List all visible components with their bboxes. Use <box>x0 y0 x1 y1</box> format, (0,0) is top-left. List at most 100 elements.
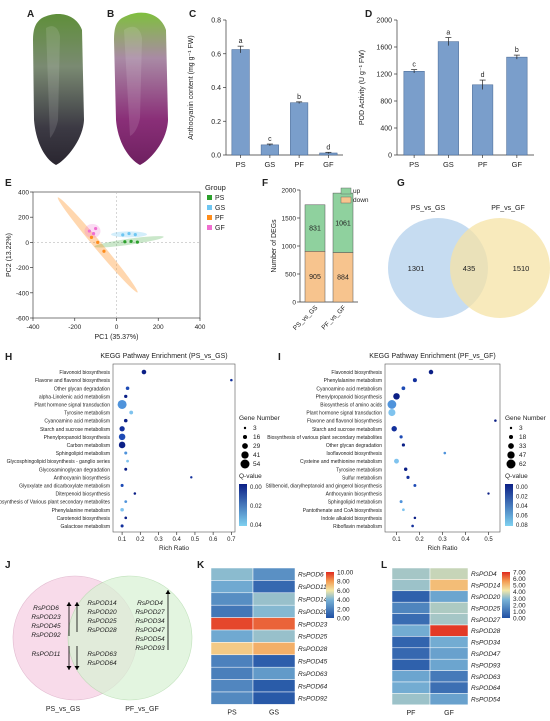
x-tick-label: 0 <box>115 324 119 331</box>
size-legend-dot <box>242 434 248 440</box>
pathway-bubble <box>443 451 447 455</box>
pathway-bubble <box>403 467 408 471</box>
pathway-label: Glycosaminoglycan degradation <box>39 467 110 473</box>
size-legend-title: Gene Number <box>239 415 281 422</box>
row-label: RsPOD6 <box>298 572 324 579</box>
row-label: RsPOD23 <box>298 621 328 628</box>
heatmap-cell <box>391 693 431 706</box>
heatmap-cell <box>391 567 431 580</box>
pathway-label: Biosynthesis of amino acids <box>320 402 382 408</box>
kegg-pf-vs-gf: KEGG Pathway Enrichment (PF_vs_GF) 0.1 0.2… <box>266 353 547 552</box>
bar <box>506 56 528 156</box>
color-scale-label: 8.00 <box>337 579 350 586</box>
plot-frame <box>32 191 201 319</box>
point-pf <box>102 249 106 253</box>
legend-swatch <box>340 196 352 204</box>
legend-label: PF <box>215 215 224 222</box>
legend-label: down <box>353 197 369 204</box>
legend-swatch <box>207 225 212 230</box>
row-label: RsPOD64 <box>471 685 501 692</box>
pathway-bubble <box>124 451 128 455</box>
color-scale-label: 0.02 <box>516 495 528 501</box>
pathway-bubble <box>406 475 410 479</box>
color-scale-label: 0.08 <box>516 523 528 529</box>
pathway-label: Plant hormone signal transduction <box>306 411 382 417</box>
color-scale-bar <box>239 484 247 526</box>
y-tick-label: 2000 <box>376 18 392 25</box>
heatmap-cell <box>429 579 469 592</box>
panel-label-b: B <box>107 9 114 20</box>
venn-circle-pf-vs-gf <box>450 218 550 318</box>
bar-value-label: 1061 <box>335 220 351 227</box>
heatmap-cell <box>391 670 431 683</box>
pathway-label: Glyoxylate and dicarboxylate metabolism <box>19 483 110 489</box>
x-tick-label: -200 <box>68 324 81 331</box>
pathway-label: Sulfur metabolism <box>342 475 382 481</box>
point-gs <box>133 232 137 237</box>
scale-bar-b <box>173 120 175 158</box>
pathway-bubble <box>388 409 396 417</box>
up-arrow-head <box>165 590 171 594</box>
y-tick-label: 0.2 <box>211 119 221 126</box>
pathway-bubble <box>126 459 129 463</box>
x-tick-label: 0.3 <box>154 537 163 543</box>
pathway-bubble <box>393 393 400 400</box>
y-tick-label: 500 <box>285 272 296 279</box>
row-label: RsPOD11 <box>298 584 327 591</box>
pathway-label: Galactose metabolism <box>61 524 110 530</box>
color-scale-label: 4.00 <box>337 597 350 604</box>
pathway-label: Flavonoid biosynthesis <box>59 370 110 376</box>
pathway-bubble <box>133 492 137 495</box>
venn-pod-genes: RsPOD6 RsPOD23 RsPOD45 RsPOD92 RsPOD11 RsPOD1… <box>12 575 193 713</box>
row-label: RsPOD20 <box>471 594 501 601</box>
row-label: RsPOD63 <box>298 671 328 678</box>
heatmap-cell <box>391 658 431 671</box>
column-label: PF <box>407 710 416 717</box>
pathway-label: Flavone and flavonol biosynthesis <box>307 419 383 425</box>
color-scale-bar <box>502 572 510 618</box>
size-legend-label: 3 <box>519 425 523 432</box>
pathway-bubble <box>125 386 130 391</box>
pathway-bubble <box>120 483 124 487</box>
x-tick-label: 0.5 <box>484 537 493 543</box>
gene-label: RsPOD4 <box>137 600 163 607</box>
pathway-bubble <box>401 443 405 447</box>
row-label: RsPOD34 <box>471 640 501 647</box>
legend-swatch <box>207 205 212 210</box>
pathway-label: Stilbenoid, diarylheptanoid and gingerol… <box>266 483 383 489</box>
point-gf <box>91 231 96 236</box>
x-tick-label: 0.7 <box>227 537 236 543</box>
heatmap-cell <box>252 679 296 693</box>
venn-count: 435 <box>463 264 476 273</box>
pathway-bubble <box>120 507 124 512</box>
plot-frame <box>112 363 236 533</box>
bar-value-label: 905 <box>309 274 321 281</box>
y-tick-label: 400 <box>380 126 392 133</box>
x-tick-label: 0.2 <box>415 537 424 543</box>
bar <box>231 49 250 156</box>
x-tick-label: 0.3 <box>438 537 447 543</box>
color-scale-label: 0.00 <box>337 616 350 623</box>
gene-label: RsPOD20 <box>87 609 117 616</box>
heatmap-cell <box>210 567 254 581</box>
heatmap-cell <box>252 580 296 594</box>
color-scale-label: 5.00 <box>513 583 526 590</box>
size-legend-title: Gene Number <box>505 415 547 422</box>
heatmap-cell <box>252 604 296 618</box>
up-arrow-head <box>74 602 80 606</box>
heatmap-cell <box>429 613 469 626</box>
panel-label-f: F <box>262 178 268 189</box>
point-pf <box>89 235 94 239</box>
pathway-label: Anthocyanin biosynthesis <box>326 492 383 498</box>
y-tick-label: 1200 <box>376 72 392 79</box>
pathway-bubble <box>399 500 403 504</box>
gene-label: RsPOD23 <box>31 614 61 621</box>
color-scale-label: 0.00 <box>516 485 528 491</box>
venn-count: 1510 <box>513 264 530 273</box>
pathway-label: Carotenoid biosynthesis <box>57 516 111 522</box>
row-label: RsPOD25 <box>298 634 328 641</box>
heatmap-cell <box>429 590 469 603</box>
heatmap-cell <box>429 647 469 660</box>
pathway-label: Glycosphingolipid biosynthesis - ganglio… <box>7 459 111 465</box>
significance-letter: c <box>268 136 272 143</box>
